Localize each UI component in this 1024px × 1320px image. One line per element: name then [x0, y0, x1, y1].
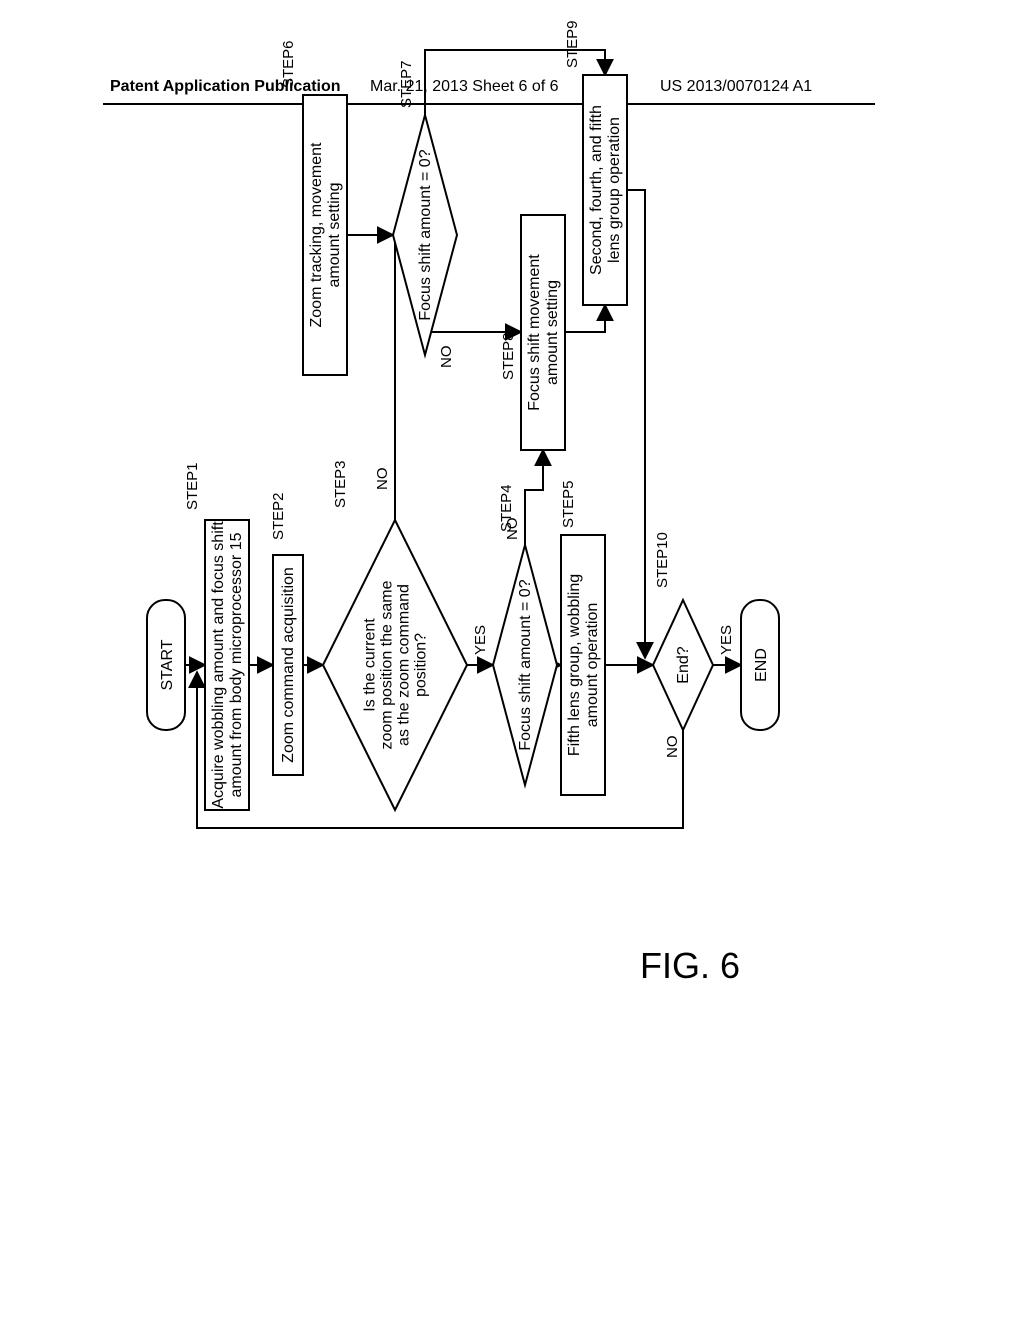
figure-label: FIG. 6 [640, 945, 740, 987]
svg-text:NO: NO [664, 736, 681, 759]
svg-text:STEP9: STEP9 [564, 20, 581, 68]
svg-text:NO: NO [374, 468, 391, 491]
svg-text:Fifth lens group, wobbling: Fifth lens group, wobbling [566, 574, 583, 756]
flowchart-canvas: START END Acquire wobbling amount and focu… [135, 190, 1024, 850]
svg-text:Focus shift amount = 0?: Focus shift amount = 0? [417, 149, 434, 320]
svg-text:Focus shift amount = 0?: Focus shift amount = 0? [517, 579, 534, 750]
svg-text:lens group operation: lens group operation [606, 117, 623, 263]
svg-text:NO: NO [504, 518, 521, 541]
svg-text:STEP5: STEP5 [560, 480, 577, 528]
svg-text:END: END [753, 648, 770, 682]
svg-text:STEP10: STEP10 [654, 532, 671, 588]
svg-text:STEP6: STEP6 [280, 40, 297, 88]
svg-text:Second, fourth, and fifth: Second, fourth, and fifth [588, 105, 605, 275]
svg-text:Zoom tracking, movement: Zoom tracking, movement [308, 142, 325, 328]
svg-text:Zoom command acquisition: Zoom command acquisition [280, 567, 297, 763]
svg-text:Acquire wobbling amount and fo: Acquire wobbling amount and focus shift [210, 521, 227, 809]
svg-text:STEP7: STEP7 [398, 60, 415, 108]
svg-text:STEP2: STEP2 [270, 492, 287, 540]
svg-text:amount from body microprocesso: amount from body microprocessor 15 [228, 532, 245, 797]
svg-text:YES: YES [472, 625, 489, 655]
svg-text:amount setting: amount setting [326, 183, 343, 288]
svg-text:STEP3: STEP3 [332, 460, 349, 508]
svg-text:STEP8: STEP8 [500, 332, 517, 380]
svg-text:NO: NO [438, 346, 455, 369]
svg-text:Is the current: Is the current [362, 618, 379, 712]
svg-text:position?: position? [413, 633, 430, 697]
svg-text:STEP1: STEP1 [184, 462, 201, 510]
svg-text:End?: End? [675, 646, 692, 683]
svg-text:amount operation: amount operation [584, 603, 601, 728]
svg-text:zoom position the same: zoom position the same [379, 580, 396, 749]
svg-text:Focus shift movement: Focus shift movement [526, 254, 543, 411]
svg-text:as the zoom command: as the zoom command [396, 584, 413, 746]
svg-text:amount setting: amount setting [544, 280, 561, 385]
svg-text:START: START [159, 639, 176, 690]
svg-text:YES: YES [718, 625, 735, 655]
